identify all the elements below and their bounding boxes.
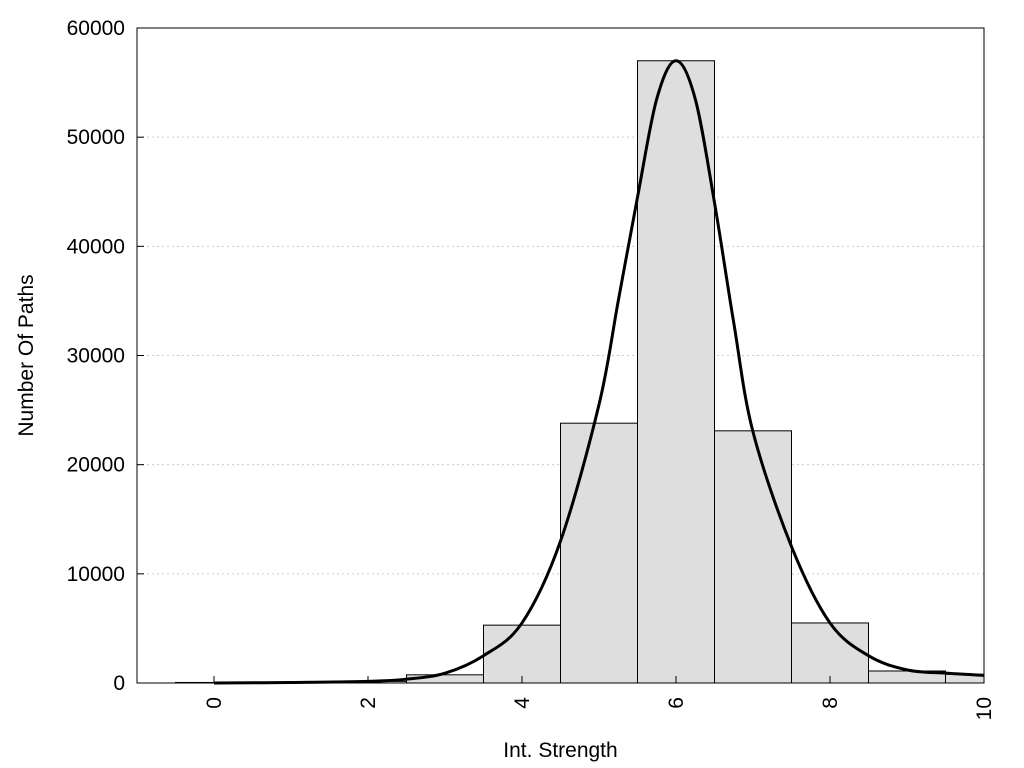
x-tick-label-0: 0: [203, 697, 226, 709]
x-tick-label-5: 10: [973, 697, 996, 720]
fit-curve-layer: [213, 59, 985, 685]
x-tick-label-2: 4: [511, 697, 534, 709]
histogram-bar-6: [637, 60, 715, 684]
x-tick-label-3: 6: [665, 697, 688, 709]
x-tick-label-4: 8: [819, 697, 842, 709]
grid-lines: [137, 136, 984, 575]
y-tick-label-3: 30000: [67, 345, 125, 368]
histogram-bar-5: [560, 422, 638, 684]
y-tick-label-2: 20000: [67, 454, 125, 477]
fit-curve: [213, 59, 985, 685]
histogram-bar-4: [483, 624, 561, 684]
histogram-bars: [175, 60, 985, 684]
y-axis-title: Number Of Paths: [15, 274, 38, 436]
axis-ticks: 0 10000 20000 30000 40000 50000 60000 0 2 4 6 8 10: [67, 17, 996, 720]
histogram-bar-8: [791, 622, 869, 684]
y-tick-label-0: 0: [113, 672, 125, 695]
histogram-bar-7: [714, 430, 792, 684]
x-tick-label-1: 2: [357, 697, 380, 709]
y-tick-label-5: 50000: [67, 126, 125, 149]
y-tick-label-6: 60000: [67, 17, 125, 40]
y-tick-label-4: 40000: [67, 235, 125, 258]
x-axis-title: Int. Strength: [503, 739, 617, 762]
y-tick-label-1: 10000: [67, 563, 125, 586]
